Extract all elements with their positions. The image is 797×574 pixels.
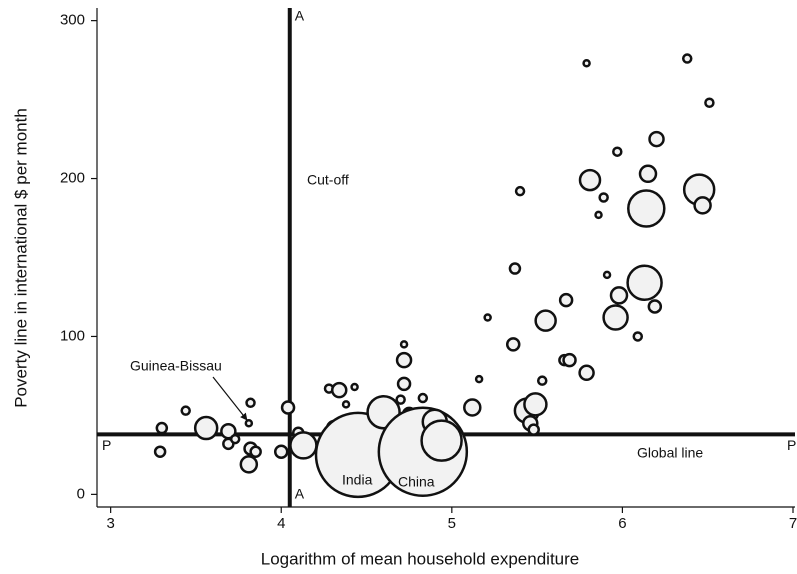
bubble: [463, 398, 482, 417]
bubble: [244, 419, 254, 428]
bubble: [420, 419, 463, 462]
bubble: [609, 286, 629, 305]
bubble: [289, 431, 318, 460]
bubble: [245, 397, 256, 409]
hline-label: P: [102, 437, 111, 453]
bubble: [638, 164, 658, 184]
bubble: [693, 196, 712, 215]
bubble: [155, 421, 169, 435]
bubble: [536, 375, 548, 386]
annotation: Guinea-Bissau: [130, 358, 222, 374]
annotation-arrow: [212, 376, 248, 421]
x-tick-label: 3: [106, 515, 114, 532]
vline-label: A: [295, 486, 305, 502]
bubble: [647, 299, 663, 314]
bubble: [602, 304, 629, 331]
y-axis-label: Poverty line in international $ per mont…: [11, 108, 30, 408]
y-tick-label: 0: [77, 485, 85, 502]
bubble: [153, 445, 167, 458]
vline-label: A: [295, 8, 305, 24]
y-tick-label: 300: [60, 12, 85, 29]
bubble: [594, 210, 603, 220]
bubble: [632, 331, 644, 342]
bubble: [193, 415, 219, 441]
axes: 0 100 200 300 3 4 5 6 7 A A P P Cut-off Global line Gui…: [60, 8, 797, 532]
y-tick-label: 100: [60, 327, 85, 344]
bubble: [249, 445, 262, 458]
bubble: [395, 351, 413, 369]
bubble: [483, 313, 492, 322]
bubble: [350, 382, 359, 392]
bubble: [648, 130, 665, 148]
x-tick-label: 5: [448, 515, 456, 532]
bubble: [598, 192, 609, 203]
bubble: [582, 59, 591, 68]
bubble: [602, 270, 612, 280]
bubble: [578, 168, 602, 192]
bubble: [180, 405, 191, 416]
x-axis-label: Logarithm of mean household expenditure: [261, 549, 580, 568]
bubble: [330, 381, 348, 399]
bubble: [514, 185, 526, 197]
annotation: Cut-off: [307, 172, 349, 188]
x-tick-label: 6: [618, 515, 626, 532]
bubble: [229, 433, 241, 445]
bubble: [527, 423, 540, 436]
bubble: [395, 394, 406, 405]
bubble: [704, 97, 715, 108]
bubble: [341, 400, 351, 409]
bubble: [523, 392, 548, 417]
bubble: [417, 392, 429, 404]
bubble: [399, 340, 409, 349]
annotation: India: [342, 472, 373, 488]
x-tick-label: 7: [789, 515, 797, 532]
bubble: [626, 264, 663, 302]
bubble: [578, 364, 595, 382]
bubble: [273, 444, 289, 459]
bubble: [562, 352, 577, 368]
annotation: China: [398, 474, 435, 490]
bubble: [534, 309, 557, 332]
bubble: [558, 292, 574, 308]
annotation: Global line: [637, 445, 703, 461]
hline-label: P: [787, 437, 796, 453]
bubble: [627, 189, 666, 228]
bubble: [396, 376, 412, 392]
bubble: [681, 53, 693, 64]
bubble: [508, 262, 522, 275]
x-tick-label: 4: [277, 515, 285, 532]
bubble: [239, 455, 259, 474]
points: [153, 53, 716, 499]
bubble: [505, 337, 521, 352]
bubble: [612, 146, 623, 157]
bubble: [280, 400, 296, 415]
bubble: [474, 374, 484, 384]
y-tick-label: 200: [60, 170, 85, 187]
